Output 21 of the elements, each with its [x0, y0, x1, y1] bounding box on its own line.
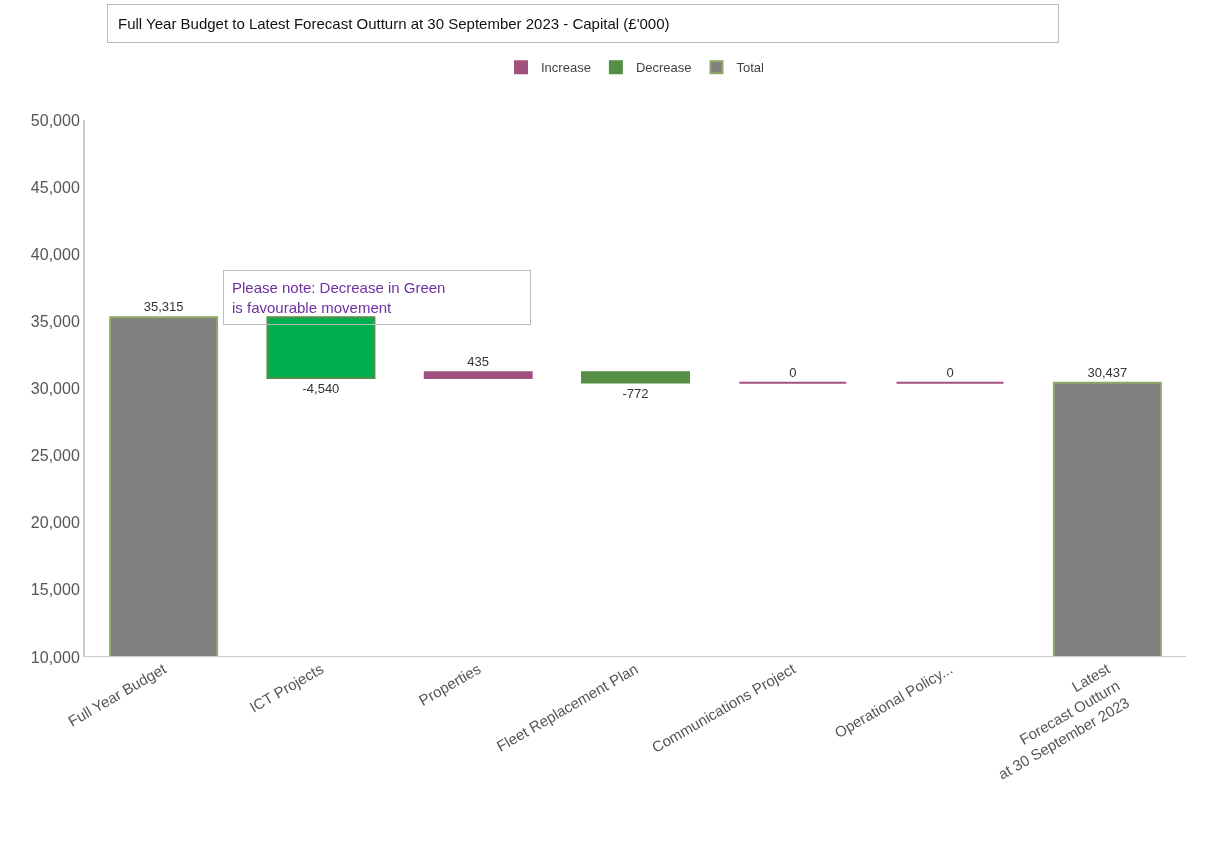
legend-label: Total — [736, 60, 765, 76]
data-label: 0 — [789, 364, 797, 380]
data-label: 435 — [467, 354, 490, 370]
data-label: 0 — [946, 364, 954, 380]
legend-label: Increase — [541, 60, 591, 76]
data-label: -772 — [622, 385, 649, 401]
y-tick-label: 35,000 — [30, 312, 80, 330]
y-tick-label: 50,000 — [30, 111, 80, 129]
y-tick-label: 45,000 — [30, 178, 80, 196]
y-tick-label: 25,000 — [30, 447, 80, 465]
data-label: 35,315 — [143, 299, 184, 315]
annotation: Please note: Decrease in Green is favourable movement — [232, 279, 446, 316]
y-tick-label: 10,000 — [30, 648, 80, 666]
chart-title: Full Year Budget to Latest Forecast Outturn at 30 September 2023 - Capital (£'000) — [118, 15, 670, 32]
y-tick-label: 20,000 — [30, 514, 80, 532]
data-label: 30,437 — [1087, 364, 1128, 380]
y-tick-label: 40,000 — [30, 245, 80, 263]
y-tick-label: 15,000 — [30, 581, 80, 599]
data-label: -4,540 — [302, 381, 340, 397]
y-tick-label: 30,000 — [30, 380, 80, 398]
legend-label: Decrease — [635, 60, 692, 76]
